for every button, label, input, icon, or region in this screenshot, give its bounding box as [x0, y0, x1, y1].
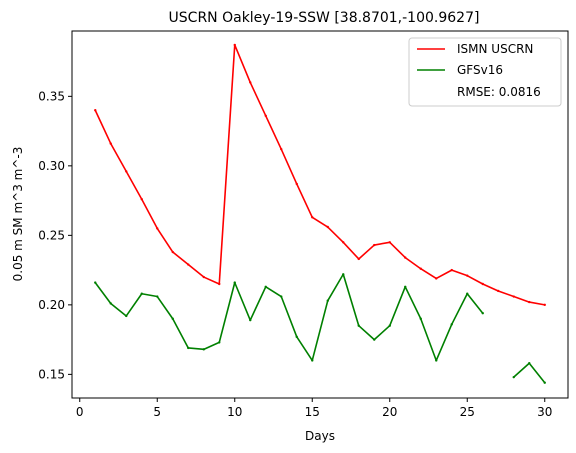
data-point [296, 336, 298, 338]
data-point [451, 323, 453, 325]
data-point [172, 318, 174, 320]
x-tick-label: 0 [76, 405, 84, 419]
data-point [497, 290, 499, 292]
data-point [342, 241, 344, 243]
chart-title: USCRN Oakley-19-SSW [38.8701,-100.9627] [169, 10, 480, 26]
data-point [234, 281, 236, 283]
data-point [358, 258, 360, 260]
data-point [265, 286, 267, 288]
data-point [172, 251, 174, 253]
data-point [249, 319, 251, 321]
data-point [420, 318, 422, 320]
data-point [544, 304, 546, 306]
data-point [513, 295, 515, 297]
data-point [327, 299, 329, 301]
data-point [342, 273, 344, 275]
data-point [435, 277, 437, 279]
y-tick-label: 0.30 [38, 159, 65, 173]
data-point [94, 109, 96, 111]
data-point [404, 256, 406, 258]
y-tick-label: 0.20 [38, 298, 65, 312]
data-point [203, 348, 205, 350]
x-tick-label: 20 [382, 405, 397, 419]
data-point [296, 183, 298, 185]
data-point [280, 295, 282, 297]
data-point [234, 44, 236, 46]
x-axis-label: Days [305, 429, 335, 443]
data-point [218, 283, 220, 285]
y-tick-label: 0.35 [38, 89, 65, 103]
legend: ISMN USCRN GFSv16 RMSE: 0.0816 [409, 38, 561, 106]
data-point [544, 382, 546, 384]
data-point [389, 325, 391, 327]
data-point [94, 281, 96, 283]
data-point [420, 268, 422, 270]
x-tick-label: 30 [537, 405, 552, 419]
data-point [358, 325, 360, 327]
data-point [451, 269, 453, 271]
data-point [141, 293, 143, 295]
data-point [466, 293, 468, 295]
data-point [203, 276, 205, 278]
data-point [187, 263, 189, 265]
data-point [156, 295, 158, 297]
data-point [482, 312, 484, 314]
data-point [249, 81, 251, 83]
data-point [373, 244, 375, 246]
data-point [187, 347, 189, 349]
data-point [311, 359, 313, 361]
y-axis-label: 0.05 m SM m^3 m^-3 [11, 147, 25, 282]
data-point [389, 241, 391, 243]
data-point [141, 198, 143, 200]
y-tick-label: 0.25 [38, 228, 65, 242]
data-point [218, 341, 220, 343]
x-axis: 0 5 10 15 20 25 30 [76, 398, 552, 419]
data-point [373, 338, 375, 340]
x-tick-label: 25 [460, 405, 475, 419]
y-axis: 0.15 0.20 0.25 0.30 0.35 [38, 89, 72, 381]
data-point [110, 142, 112, 144]
data-point [466, 274, 468, 276]
data-point [482, 283, 484, 285]
data-point [265, 115, 267, 117]
data-point [311, 216, 313, 218]
data-point [125, 170, 127, 172]
x-tick-label: 15 [305, 405, 320, 419]
data-point [110, 302, 112, 304]
y-tick-label: 0.15 [38, 367, 65, 381]
data-point [156, 227, 158, 229]
data-point [528, 362, 530, 364]
x-tick-label: 5 [153, 405, 161, 419]
legend-label-ismn: ISMN USCRN [457, 42, 533, 56]
x-tick-label: 10 [227, 405, 242, 419]
data-point [280, 148, 282, 150]
data-point [125, 315, 127, 317]
data-point [435, 359, 437, 361]
data-point [513, 376, 515, 378]
legend-label-gfs: GFSv16 [457, 63, 503, 77]
data-point [404, 286, 406, 288]
rmse-annotation: RMSE: 0.0816 [457, 85, 541, 99]
data-point [528, 301, 530, 303]
data-point [327, 226, 329, 228]
